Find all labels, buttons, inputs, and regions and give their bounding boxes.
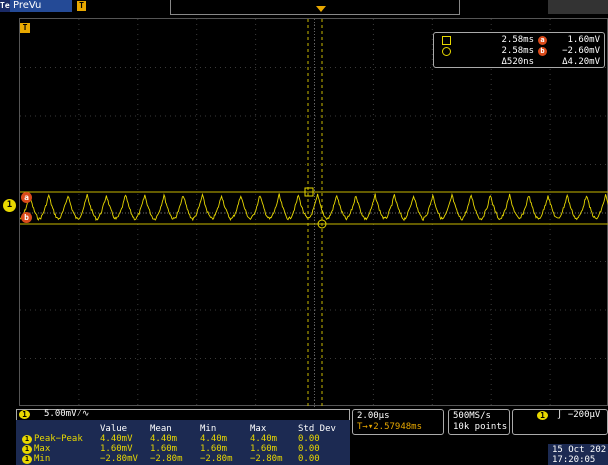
- measurement-mean: 4.40m: [150, 434, 178, 444]
- date-time-panel: 15 Oct 202 17:20:05: [548, 444, 608, 465]
- cursor-a-square-marker: [304, 187, 314, 197]
- cursor-a-time: 2.58ms: [501, 35, 534, 45]
- cursor-a-label: a: [538, 36, 547, 45]
- measurement-name: Peak−Peak: [34, 434, 83, 444]
- cursor-b-value: −2.60mV: [562, 46, 600, 56]
- column-header: Value: [100, 424, 128, 434]
- column-header: Mean: [150, 424, 172, 434]
- time-label: 17:20:05: [552, 455, 596, 465]
- cursor-readout[interactable]: 2.58ms a 1.60mV 2.58ms b −2.60mV Δ520ns …: [433, 32, 605, 68]
- channel-1-waveform: [20, 192, 608, 222]
- trigger-point-arrow-icon: [316, 6, 326, 12]
- measurement-channel-badge: 1: [22, 455, 32, 464]
- horizontal-scale: 2.00μs: [357, 411, 390, 421]
- column-header: Min: [200, 424, 217, 434]
- measurement-table[interactable]: Value Mean Min Max Std Dev 1 Peak−Peak 4…: [16, 420, 350, 465]
- measurement-mean: −2.80m: [150, 454, 183, 464]
- measurement-min: 4.40m: [200, 434, 228, 444]
- measurement-max: 1.60m: [250, 444, 278, 454]
- acquisition-panel[interactable]: 500MS/s 10k points: [448, 409, 510, 435]
- acquisition-mode-label: PreVu: [10, 0, 72, 12]
- circle-cursor-icon: [442, 47, 451, 56]
- measurement-std-dev: 0.00: [298, 434, 320, 444]
- cursor-a-value: 1.60mV: [567, 35, 600, 45]
- trigger-level: ∫ −200μV: [557, 410, 601, 420]
- measurement-channel-badge: 1: [22, 445, 32, 454]
- measurement-mean: 1.60m: [150, 444, 178, 454]
- measurement-channel-badge: 1: [22, 435, 32, 444]
- trigger-level-marker[interactable]: T: [20, 23, 30, 33]
- cursor-b-marker[interactable]: b: [21, 212, 32, 223]
- channel-1-badge: 1: [19, 410, 30, 419]
- measurement-name: Min: [34, 454, 51, 464]
- record-view-bar: [170, 0, 460, 15]
- channel-scale-row[interactable]: [16, 409, 350, 420]
- horizontal-position: T→▾2.57948ms: [357, 422, 423, 432]
- column-header: Std Dev: [298, 424, 336, 434]
- graticule-grid: [20, 19, 608, 407]
- cursor-delta-time: Δ520ns: [501, 57, 534, 67]
- cursor-b-circle-marker: [317, 219, 327, 229]
- measurement-min: −2.80m: [200, 454, 233, 464]
- trigger-panel[interactable]: 1 ∫ −200μV: [512, 409, 608, 435]
- record-length: 10k points: [453, 422, 508, 432]
- cursor-delta-value: Δ4.20mV: [562, 57, 600, 67]
- square-cursor-icon: [442, 36, 451, 45]
- date-label: 15 Oct 202: [552, 445, 607, 455]
- tek-logo: Tek: [0, 0, 15, 12]
- measurement-min: 1.60m: [200, 444, 228, 454]
- graticule[interactable]: [19, 18, 608, 407]
- timebase-panel[interactable]: 2.00μs T→▾2.57948ms: [352, 409, 444, 435]
- measurement-std-dev: 0.00: [298, 444, 320, 454]
- measurement-value: 4.40mV: [100, 434, 133, 444]
- top-bar: [0, 0, 608, 17]
- cursor-b-time: 2.58ms: [501, 46, 534, 56]
- measurement-max: −2.80m: [250, 454, 283, 464]
- top-right-status-box: [548, 0, 608, 14]
- measurement-max: 4.40m: [250, 434, 278, 444]
- measurement-name: Max: [34, 444, 51, 454]
- column-header: Max: [250, 424, 267, 434]
- measurement-std-dev: 0.00: [298, 454, 320, 464]
- channel-1-ground-marker[interactable]: 1: [3, 199, 16, 212]
- cursor-b-label: b: [538, 47, 547, 56]
- channel-1-scale[interactable]: 5.00mV⁄∿: [44, 409, 90, 419]
- trigger-source-badge: 1: [537, 411, 548, 420]
- trigger-position-marker[interactable]: T: [77, 1, 86, 11]
- sample-rate: 500MS/s: [453, 411, 491, 421]
- measurement-value: −2.80mV: [100, 454, 138, 464]
- measurement-value: 1.60mV: [100, 444, 133, 454]
- cursor-a-marker[interactable]: a: [21, 192, 32, 203]
